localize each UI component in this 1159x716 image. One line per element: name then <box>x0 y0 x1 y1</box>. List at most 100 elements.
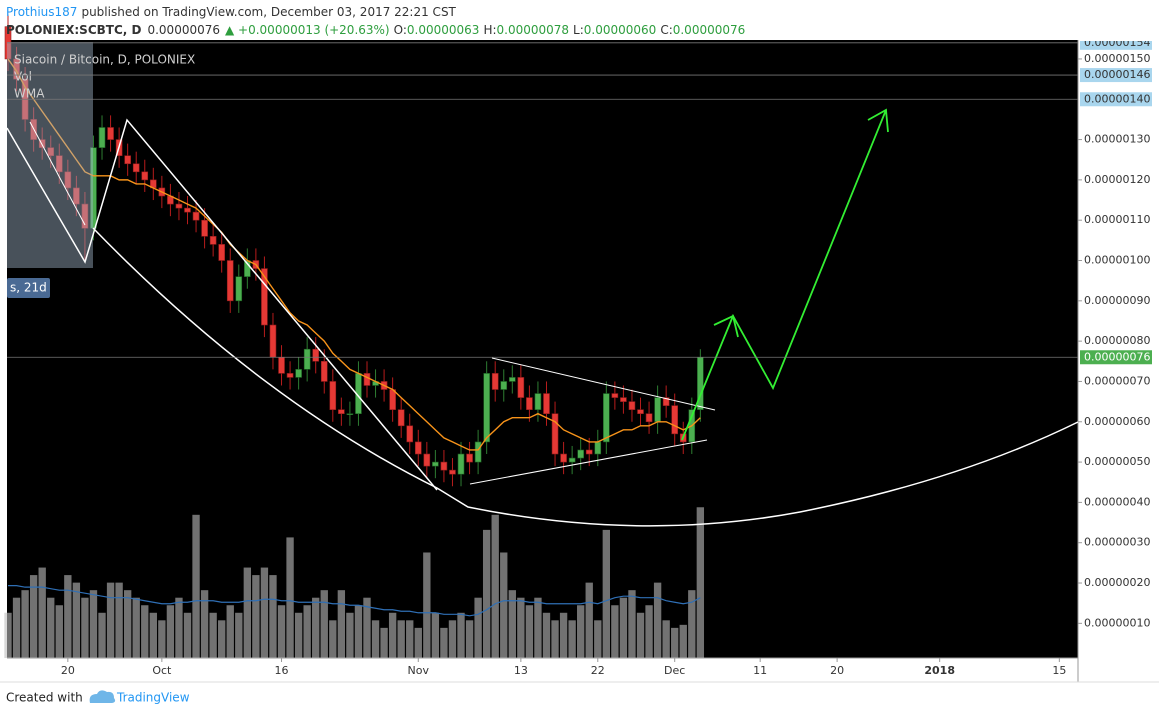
volume-bar <box>380 627 388 658</box>
volume-bar <box>218 620 226 658</box>
candle-body <box>286 373 294 378</box>
volume-bar <box>559 612 568 658</box>
volume-bar <box>337 590 346 658</box>
price-label-box <box>1080 92 1152 107</box>
volume-bar <box>585 582 593 658</box>
candle-body <box>423 453 431 467</box>
candle-body <box>543 393 550 415</box>
low-value: 0.00000060 <box>584 23 657 37</box>
candle-body <box>132 163 140 173</box>
volume-bar <box>286 537 294 658</box>
volume-bar <box>653 582 662 658</box>
projection-arrow <box>681 108 889 441</box>
footer-brand[interactable]: TradingView <box>116 691 190 705</box>
candle-body <box>81 203 89 229</box>
volume-bar <box>406 620 414 658</box>
candle-body <box>654 397 661 423</box>
volume-bar <box>81 597 89 658</box>
x-tick-label: Nov <box>408 664 430 677</box>
y-tick-label: 0.00000110 <box>1084 213 1150 226</box>
volume-bar <box>619 597 628 658</box>
volume-bar <box>551 620 559 658</box>
open-value: 0.00000063 <box>407 23 480 37</box>
x-tick-label: 13 <box>514 664 528 677</box>
volume-bar <box>542 612 551 658</box>
plot-background <box>7 40 1078 658</box>
y-tick-label: 0.00000080 <box>1084 334 1150 347</box>
volume-bar <box>431 612 440 658</box>
candle-body <box>466 453 473 463</box>
header: Prothius187 published on TradingView.com,… <box>6 5 745 37</box>
y-tick-label: 0.00000010 <box>1084 616 1150 629</box>
candle-body <box>278 356 285 374</box>
volume-bar <box>568 620 576 658</box>
volume-bar <box>363 597 371 658</box>
price-label: 0.00000076 <box>1084 350 1150 363</box>
candle-body <box>637 409 644 415</box>
candle-body <box>261 268 268 326</box>
author[interactable]: Prothius187 <box>6 5 77 19</box>
arrow-head <box>713 314 739 338</box>
range-label: s, 21d <box>10 281 47 295</box>
volume-bar <box>491 514 499 658</box>
volume-bar <box>260 567 269 658</box>
volume-bar <box>38 567 46 658</box>
volume-bar <box>183 612 192 658</box>
arc-curve <box>92 227 1079 527</box>
legend-entry[interactable]: Vol <box>14 70 32 84</box>
candle-body <box>500 381 508 390</box>
volume-bar <box>662 620 670 658</box>
candle-body <box>175 203 183 209</box>
y-tick-label: 0.00000100 <box>1084 254 1150 267</box>
volume-bar <box>354 605 363 658</box>
volume-bar <box>602 529 610 658</box>
wma-line <box>7 58 701 451</box>
volume-bar <box>166 605 175 658</box>
volume-bar <box>320 590 328 658</box>
price-label-box <box>1080 350 1152 365</box>
volume-bar <box>482 529 491 658</box>
candle-body <box>560 453 567 463</box>
price-label: 0.00000140 <box>1084 92 1150 105</box>
volume-bar <box>628 590 636 658</box>
candle-body <box>594 441 602 455</box>
volume-bar <box>577 605 585 658</box>
volume-bar <box>696 507 705 658</box>
change: ▲ +0.00000013 (+20.63%) <box>225 23 390 37</box>
volume-bar <box>448 620 457 658</box>
y-tick-label: 0.00000050 <box>1084 455 1150 468</box>
legend-title: Siacoin / Bitcoin, D, POLONIEX <box>14 53 195 67</box>
volume-bar <box>72 582 81 658</box>
candle-body <box>329 381 337 410</box>
volume-bar <box>115 582 123 658</box>
candle-body <box>397 409 405 427</box>
candle-body <box>389 389 396 410</box>
candle-body <box>406 425 414 443</box>
symbol: POLONIEX:SCBTC, D <box>6 23 141 37</box>
x-tick-label: 20 <box>61 664 75 677</box>
last-price: 0.00000076 <box>147 23 220 37</box>
candle-body <box>295 369 302 378</box>
volume-bar <box>200 590 209 658</box>
candle-body <box>47 147 55 156</box>
candle-body <box>124 155 131 165</box>
volume-bar <box>55 605 63 658</box>
volume-bar <box>508 590 516 658</box>
volume-bar <box>64 575 72 658</box>
x-tick-label: 11 <box>753 664 767 677</box>
candle-body <box>577 449 584 459</box>
candle-body <box>192 211 200 221</box>
tradingview-logo[interactable] <box>89 690 116 703</box>
legend-entry[interactable]: WMA <box>14 87 45 101</box>
candle-body <box>509 377 516 382</box>
volume-bar <box>346 612 354 658</box>
volume-bar <box>21 590 29 658</box>
byline-line: Prothius187 published on TradingView.com,… <box>6 5 457 19</box>
candle-body <box>534 393 542 410</box>
volume-bar <box>397 620 405 658</box>
y-tick-label: 0.00000150 <box>1084 52 1150 65</box>
volume-bar <box>474 597 482 658</box>
open-label: O: <box>394 23 407 37</box>
volume-bar <box>141 605 149 658</box>
trend-lines <box>6 118 1079 527</box>
